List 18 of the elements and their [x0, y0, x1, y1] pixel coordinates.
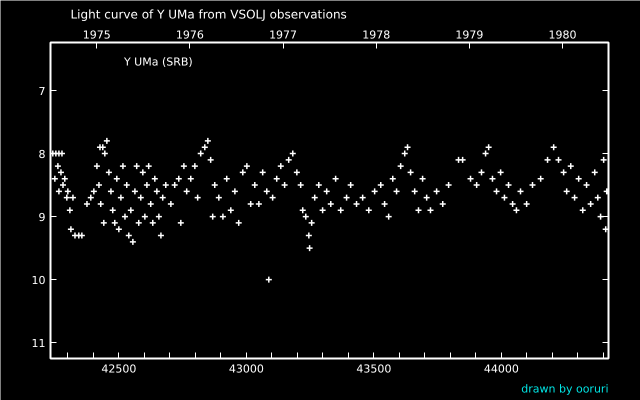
x2-tick-label: 1978: [362, 28, 390, 42]
x2-tick-label: 1976: [176, 28, 204, 42]
chart-title: Light curve of Y UMa from VSOLJ observations: [70, 8, 347, 22]
text: drawn by ooruri: [521, 382, 608, 396]
y-tick-label: 9: [38, 211, 46, 224]
x-tick-label: 42500: [101, 362, 136, 376]
y-tick-label: 7: [38, 84, 46, 98]
x-tick-label: 44000: [484, 362, 519, 376]
x2-tick-label: 1979: [455, 28, 484, 42]
y-tick-label: 10: [32, 274, 46, 288]
x2-tick-label: 1975: [82, 28, 111, 42]
y-tick-label: 11: [32, 337, 46, 350]
y-tick-label: 8: [38, 148, 46, 162]
x2-tick-label: 1977: [269, 28, 298, 42]
x-tick-label: 43000: [228, 362, 264, 376]
x2-tick-label: 1980: [548, 28, 576, 42]
annotation: Y UMa (SRB): [122, 56, 193, 69]
x-tick-label: 43500: [356, 362, 392, 376]
